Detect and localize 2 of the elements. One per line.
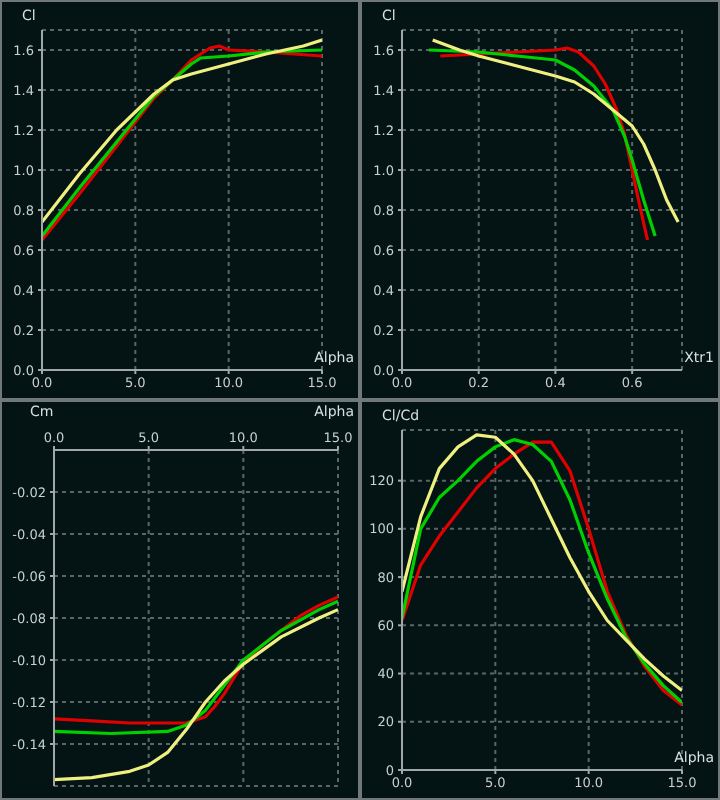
line-series <box>54 608 338 782</box>
line-series <box>431 38 680 224</box>
